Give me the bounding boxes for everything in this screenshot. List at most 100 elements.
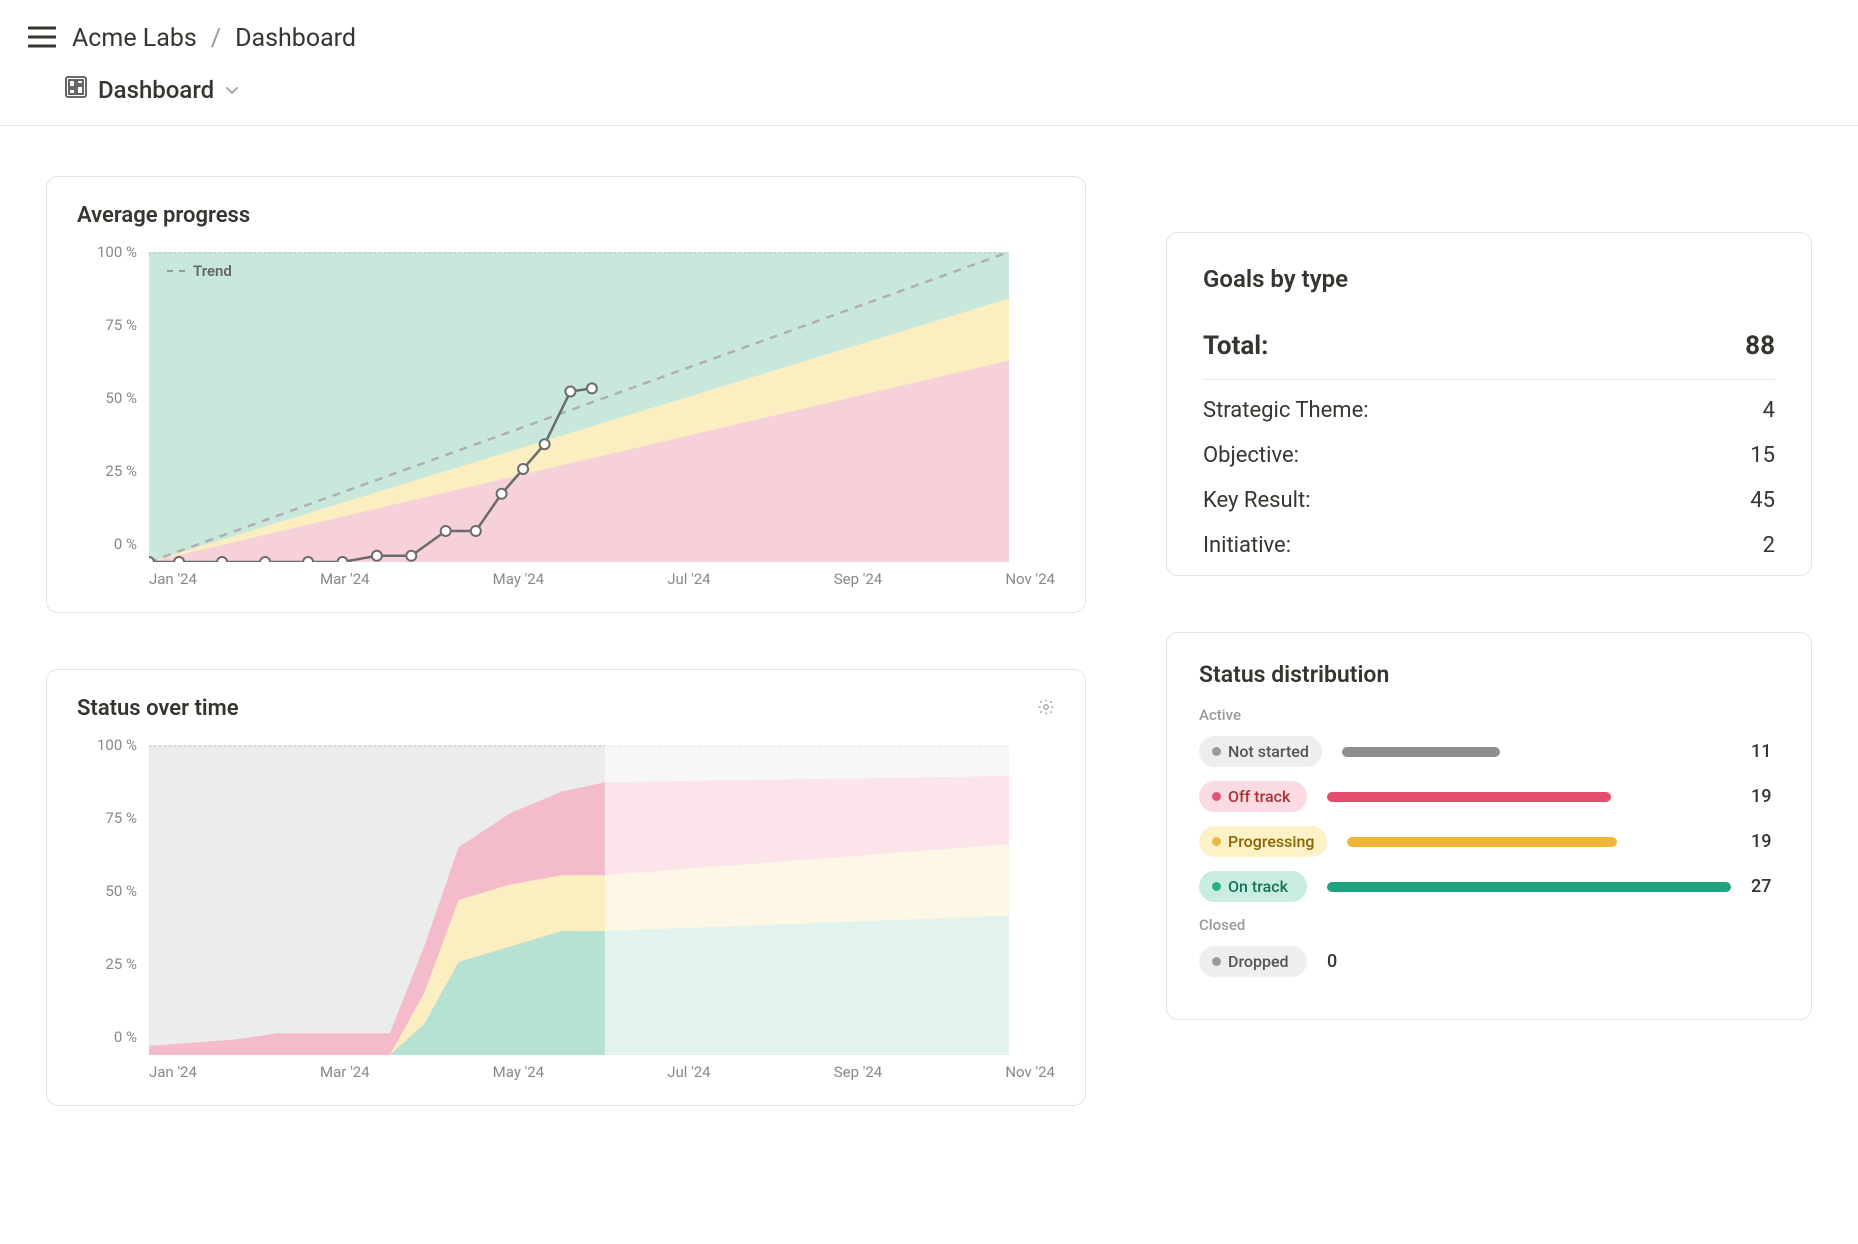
status-count: 11 [1751,741,1779,762]
avg-progress-svg [149,252,1009,562]
dashboard-icon [64,75,88,105]
goals-total-label: Total: [1203,331,1269,361]
status-bar-fill [1342,747,1501,757]
breadcrumb-separator: / [211,24,221,53]
status-pill[interactable]: Progressing [1199,826,1327,857]
breadcrumb: Acme Labs / Dashboard [72,24,356,53]
x-tick: Nov '24 [1005,570,1055,588]
trend-dash-icon [167,270,185,272]
status-section-label: Closed [1199,916,1779,934]
x-tick: Mar '24 [320,570,370,588]
breadcrumb-workspace[interactable]: Acme Labs [72,24,197,53]
status-sections: Active Not started 11 Off track 19 Progr… [1199,706,1779,977]
y-tick: 50 % [77,389,137,407]
y-tick: 25 % [77,955,137,973]
y-tick: 75 % [77,809,137,827]
plot-area [149,745,1055,1055]
y-tick: 50 % [77,882,137,900]
status-distribution-card: Status distribution Active Not started 1… [1166,632,1812,1020]
status-pill-label: Progressing [1228,832,1314,851]
avg-progress-chart: 100 %75 %50 %25 %0 % Trend Jan '24Mar '2… [77,252,1055,588]
status-dot-icon [1212,792,1221,801]
goals-by-type-card: Goals by type Total: 88 Strategic Theme:… [1166,232,1812,576]
y-axis: 100 %75 %50 %25 %0 % [77,745,137,1055]
y-tick: 0 % [77,535,137,553]
status-row: Not started 11 [1199,736,1779,767]
status-dot-icon [1212,837,1221,846]
status-pill[interactable]: On track [1199,871,1307,902]
status-time-chart: 100 %75 %50 %25 %0 % Jan '24Mar '24May '… [77,745,1055,1081]
y-axis: 100 %75 %50 %25 %0 % [77,252,137,562]
goals-row-value: 2 [1763,533,1775,558]
status-bar-fill [1327,882,1731,892]
average-progress-card: Average progress 100 %75 %50 %25 %0 % Tr… [46,176,1086,613]
goals-row: Objective:15 [1203,433,1775,478]
x-axis: Jan '24 Mar '24 May '24 Jul '24 Sep '24 Nov '… [149,570,1055,588]
right-column: Goals by type Total: 88 Strategic Theme:… [1166,176,1812,1106]
status-dot-icon [1212,882,1221,891]
status-time-svg [149,745,1009,1055]
x-tick: May '24 [493,570,544,588]
goals-rows: Strategic Theme: 4 Objective:15Key Result:… [1203,388,1775,568]
goals-row-value: 45 [1750,488,1775,513]
goals-row-label: Strategic Theme: [1203,398,1369,423]
goals-row: Key Result:45 [1203,478,1775,523]
trend-legend: Trend [167,262,232,280]
x-tick: Jul '24 [667,1063,710,1081]
status-count: 27 [1751,876,1779,897]
goals-total-row: Total: 88 [1203,321,1775,380]
page-title: Dashboard [98,76,214,104]
status-pill[interactable]: Off track [1199,781,1307,812]
y-tick: 100 % [77,736,137,754]
status-pill[interactable]: Dropped [1199,946,1307,977]
y-tick: 75 % [77,316,137,334]
menu-icon[interactable] [28,26,56,52]
status-pill[interactable]: Not started [1199,736,1322,767]
status-row: Progressing 19 [1199,826,1779,857]
goals-row-label: Initiative: [1203,533,1291,558]
status-dot-icon [1212,747,1221,756]
y-tick: 25 % [77,462,137,480]
status-bar [1327,882,1731,892]
status-bar-fill [1347,837,1617,847]
status-bar [1327,792,1731,802]
x-tick: Mar '24 [320,1063,370,1081]
goals-row: Strategic Theme: 4 [1203,388,1775,433]
x-axis: Jan '24Mar '24May '24Jul '24Sep '24Nov '… [149,1063,1055,1081]
x-tick: Jan '24 [149,1063,197,1081]
header: Acme Labs / Dashboard [0,0,1858,65]
status-over-time-card: Status over time 100 % 75 % 50 % 25 % 0 % Ja… [46,669,1086,1106]
status-row: Off track 19 [1199,781,1779,812]
card-title: Goals by type [1203,265,1775,293]
status-count: 19 [1751,831,1779,852]
goals-total-value: 88 [1745,331,1775,361]
card-title: Status over time [77,696,239,721]
x-tick: Jan '24 [149,570,197,588]
status-row: Dropped 0 [1199,946,1779,977]
trend-label: Trend [193,262,232,280]
left-column: Average progress 100 %75 %50 %25 %0 % Tr… [46,176,1086,1106]
card-title: Status distribution [1199,661,1779,688]
x-tick: Sep '24 [834,570,883,588]
status-bar-fill [1327,792,1611,802]
status-pill-label: Off track [1228,787,1290,806]
status-pill-label: Not started [1228,742,1309,761]
status-bar [1342,747,1731,757]
breadcrumb-page[interactable]: Dashboard [235,24,356,53]
status-dot-icon [1212,957,1221,966]
gear-icon[interactable] [1037,698,1055,720]
goals-row: Initiative: 2 [1203,523,1775,568]
goals-row-value: 4 [1763,398,1775,423]
status-row: On track 27 [1199,871,1779,902]
chevron-down-icon[interactable] [224,76,240,104]
x-tick: Sep '24 [834,1063,883,1081]
plot-area: Trend [149,252,1055,562]
status-count: 19 [1751,786,1779,807]
x-tick: Jul '24 [667,570,710,588]
status-pill-label: On track [1228,877,1288,896]
y-tick: 0 % [77,1028,137,1046]
content: Average progress 100 %75 %50 %25 %0 % Tr… [0,126,1858,1156]
status-count: 0 [1327,951,1355,972]
x-tick: May '24 [493,1063,544,1081]
goals-row-label: Objective: [1203,443,1299,468]
